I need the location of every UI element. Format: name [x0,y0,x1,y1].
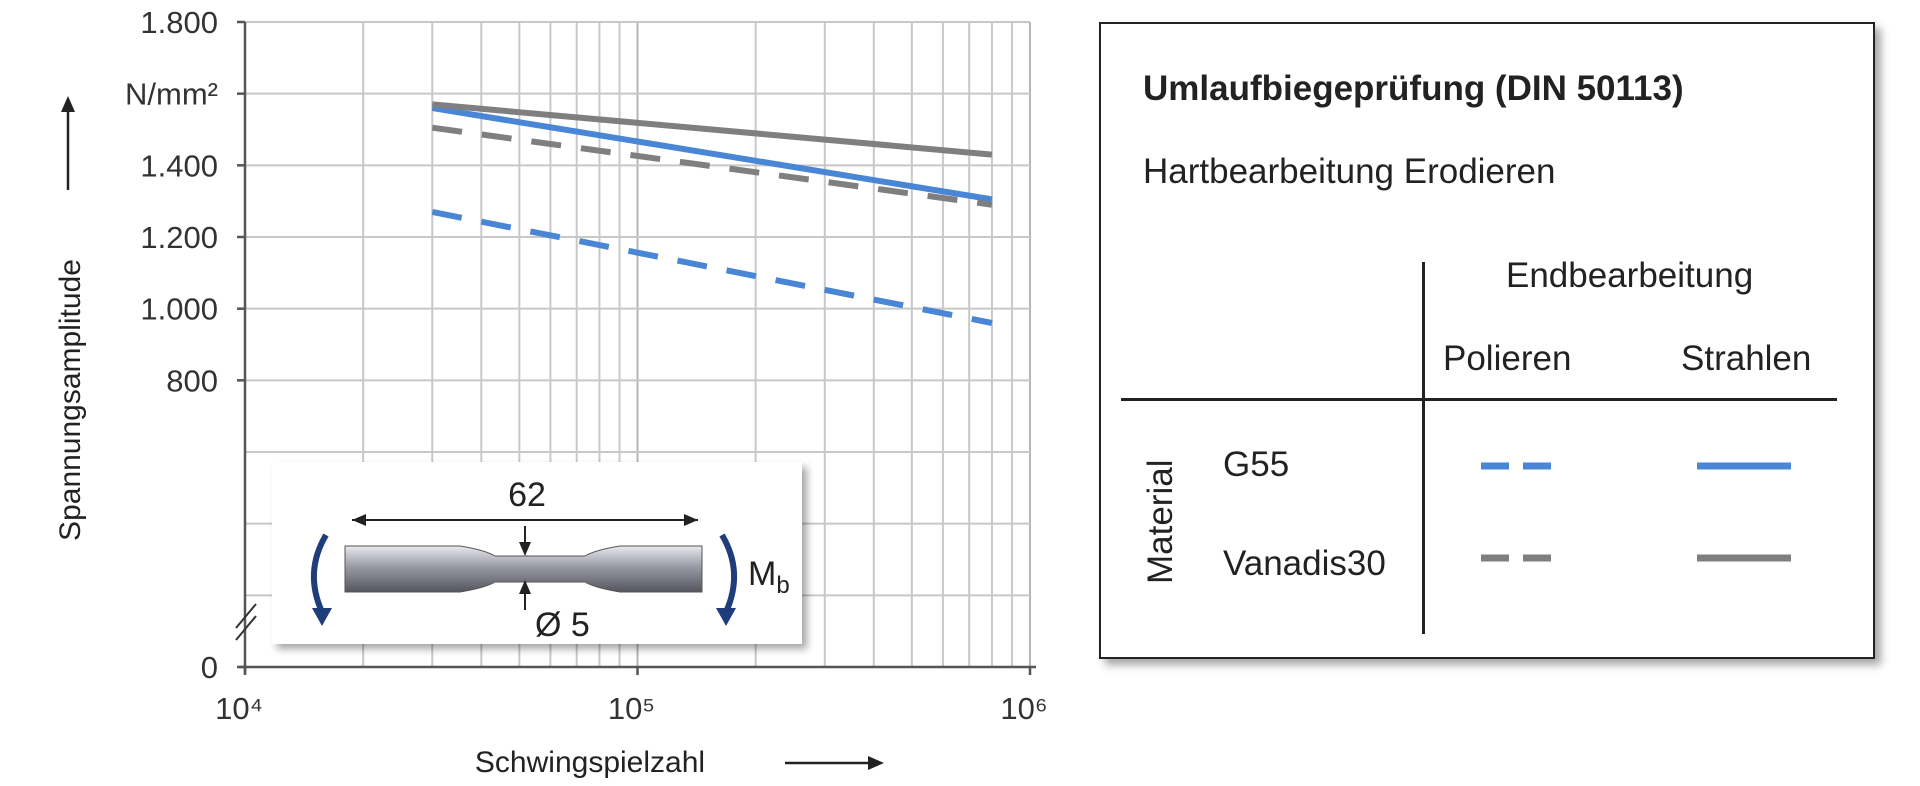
series-line-vanadis30-strahlen [432,101,993,158]
y-tick-label: 0 [201,650,218,685]
specimen-inset: 62 Ø 5 Mb [272,462,802,644]
legend-group-header: Endbearbeitung [1506,256,1754,295]
x-tick-label: 10⁴ [215,691,263,726]
y-tick-label: 1.200 [140,220,218,255]
y-tick-label: 1.400 [140,148,218,183]
x-tick-label: 10⁶ [1000,691,1047,726]
chart-tick-labels: 0 800 1.000 1.200 1.400 N/mm² 1.800 10⁴ 10⁵ 10⁶ [125,5,1048,726]
legend-vertical-divider [1422,262,1425,634]
x-tick-label: 10⁵ [608,691,655,726]
series-line-g55-polieren [431,208,993,326]
y-axis-arrow [61,96,75,190]
y-tick-label: N/mm² [125,77,218,112]
x-axis-label: Schwingspielzahl [475,746,705,779]
chart-series-layer [431,101,993,326]
bending-moment-arrow-left [311,533,332,626]
legend-horizontal-divider [1121,398,1837,401]
legend-row-vanadis30: Vanadis30 [1223,544,1386,583]
legend-subtitle: Hartbearbeitung Erodieren [1143,152,1556,191]
x-axis-arrow [785,756,884,770]
axis-break-mark [235,603,257,641]
legend-col-strahlen: Strahlen [1681,339,1812,378]
legend-swatches [1481,462,1791,562]
diameter-label: Ø 5 [535,606,590,644]
y-tick-label: 1.000 [140,292,218,327]
series-line-g55-strahlen [431,105,993,203]
legend-row-g55: G55 [1223,445,1290,484]
y-tick-label: 1.800 [140,5,218,40]
length-label: 62 [508,476,546,514]
moment-label: Mb [748,555,790,599]
legend-col-polieren: Polieren [1443,339,1572,378]
fatigue-chart: 0 800 1.000 1.200 1.400 N/mm² 1.800 10⁴ 10⁵ 10⁶ S… [54,5,1048,779]
legend-panel: Umlaufbiegeprüfung (DIN 50113) Hartbearb… [1099,22,1875,659]
bending-moment-arrow-right [716,533,738,626]
series-line-vanadis30-polieren [431,124,993,208]
y-tick-label: 800 [166,363,218,398]
diameter-arrows [519,526,531,610]
specimen-rod [344,545,703,593]
legend-title: Umlaufbiegeprüfung (DIN 50113) [1143,69,1684,108]
y-axis-label: Spannungsamplitude [54,259,87,541]
